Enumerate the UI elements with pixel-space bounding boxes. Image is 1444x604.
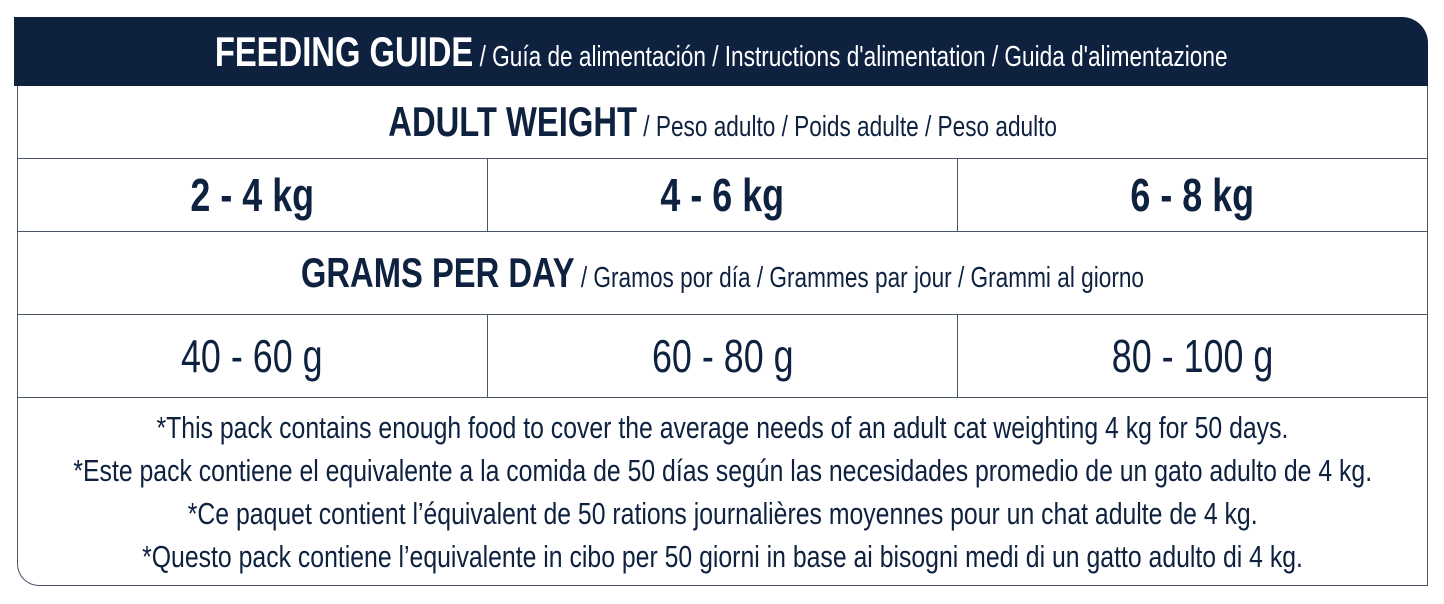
adult-weight-heading: ADULT WEIGHT / Peso adulto / Poids adult… (17, 86, 1428, 159)
weights-row: 2 - 4 kg 4 - 6 kg 6 - 8 kg (17, 159, 1428, 232)
footnote-text: *Ce paquet contient l’équivalent de 50 r… (187, 495, 1258, 531)
grams-cell: 80 - 100 g (958, 315, 1427, 397)
weight-cell: 2 - 4 kg (17, 159, 488, 231)
grams-cell: 40 - 60 g (17, 315, 488, 397)
adult-weight-text: ADULT WEIGHT / Peso adulto / Poids adult… (388, 98, 1057, 146)
feeding-guide-header: FEEDING GUIDE / Guía de alimentación / I… (14, 17, 1428, 86)
header-title: FEEDING GUIDE (214, 27, 474, 75)
grams-value: 40 - 60 g (181, 330, 323, 382)
grams-per-day-title: GRAMS PER DAY (300, 249, 575, 296)
weight-value: 6 - 8 kg (1130, 169, 1255, 221)
footnote-en: *This pack contains enough food to cover… (15, 406, 1430, 449)
weight-cell: 4 - 6 kg (488, 159, 958, 231)
weight-cell: 6 - 8 kg (958, 159, 1427, 231)
grams-per-day-heading: GRAMS PER DAY / Gramos por día / Grammes… (17, 232, 1428, 315)
grams-cell: 60 - 80 g (488, 315, 958, 397)
weight-value: 4 - 6 kg (660, 169, 785, 221)
grams-per-day-text: GRAMS PER DAY / Gramos por día / Grammes… (301, 249, 1144, 297)
table-frame (17, 86, 1428, 586)
footnote-text: *Questo pack contiene l’equivalente in c… (142, 538, 1303, 574)
footnote-fr: *Ce paquet contient l’équivalent de 50 r… (54, 492, 1391, 535)
adult-weight-title: ADULT WEIGHT (388, 98, 637, 145)
grams-row: 40 - 60 g 60 - 80 g 80 - 100 g (17, 315, 1428, 398)
footnote-text: *This pack contains enough food to cover… (156, 409, 1289, 445)
grams-value: 60 - 80 g (651, 330, 794, 382)
adult-weight-subtitle: / Peso adulto / Poids adulte / Peso adul… (636, 111, 1057, 143)
header-text: FEEDING GUIDE / Guía de alimentación / I… (215, 28, 1228, 76)
footnotes: *This pack contains enough food to cover… (17, 399, 1428, 584)
weight-value: 2 - 4 kg (190, 169, 314, 221)
grams-per-day-subtitle: / Gramos por día / Grammes par jour / Gr… (574, 262, 1145, 294)
footnote-text: *Este pack contiene el equivalente a la … (73, 452, 1372, 488)
footnote-it: *Questo pack contiene l’equivalente in c… (0, 535, 1444, 578)
header-subtitle: / Guía de alimentación / Instructions d'… (473, 40, 1228, 73)
grams-value: 80 - 100 g (1111, 330, 1274, 382)
footnote-es: *Este pack contiene el equivalente a la … (0, 449, 1444, 492)
